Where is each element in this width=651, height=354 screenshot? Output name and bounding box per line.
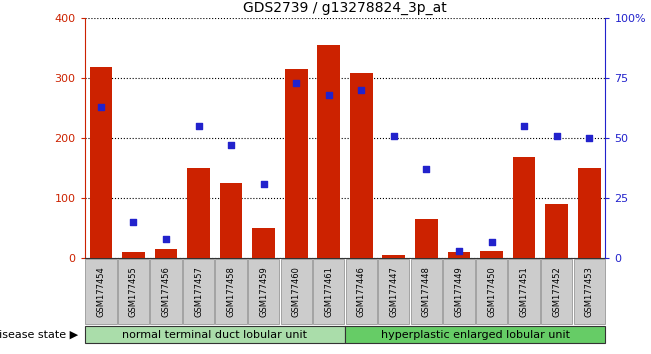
Text: GSM177449: GSM177449 [454, 266, 464, 316]
Bar [578, 168, 600, 258]
Point [324, 92, 334, 98]
Bar [513, 157, 535, 258]
Point [193, 123, 204, 129]
Text: GSM177461: GSM177461 [324, 266, 333, 316]
Text: GSM177450: GSM177450 [487, 266, 496, 316]
Text: disease state ▶: disease state ▶ [0, 330, 78, 339]
Text: GSM177454: GSM177454 [96, 266, 105, 316]
Text: GSM177457: GSM177457 [194, 266, 203, 316]
Text: GSM177453: GSM177453 [585, 266, 594, 316]
Point [486, 239, 497, 244]
Text: GSM177446: GSM177446 [357, 266, 366, 316]
Point [161, 236, 171, 242]
Title: GDS2739 / g13278824_3p_at: GDS2739 / g13278824_3p_at [243, 1, 447, 15]
Bar [155, 249, 177, 258]
Text: normal terminal duct lobular unit: normal terminal duct lobular unit [122, 330, 307, 339]
Bar [480, 251, 503, 258]
Text: GSM177451: GSM177451 [519, 266, 529, 316]
Point [551, 133, 562, 138]
Point [258, 181, 269, 187]
Point [96, 104, 106, 110]
Point [291, 80, 301, 86]
Text: GSM177452: GSM177452 [552, 266, 561, 316]
Point [454, 249, 464, 254]
Bar [350, 73, 373, 258]
Bar [383, 256, 405, 258]
Bar [220, 183, 243, 258]
Bar [122, 252, 145, 258]
Bar [546, 204, 568, 258]
Point [389, 133, 399, 138]
Text: GSM177455: GSM177455 [129, 266, 138, 316]
Bar [415, 219, 438, 258]
Point [356, 87, 367, 93]
Text: GSM177458: GSM177458 [227, 266, 236, 316]
Text: GSM177460: GSM177460 [292, 266, 301, 316]
Text: GSM177448: GSM177448 [422, 266, 431, 316]
Point [226, 142, 236, 148]
Point [421, 166, 432, 172]
Bar [448, 252, 471, 258]
Bar [90, 67, 113, 258]
Text: GSM177447: GSM177447 [389, 266, 398, 316]
Point [519, 123, 529, 129]
Text: hyperplastic enlarged lobular unit: hyperplastic enlarged lobular unit [381, 330, 570, 339]
Bar [285, 69, 308, 258]
Bar [253, 228, 275, 258]
Text: GSM177459: GSM177459 [259, 266, 268, 316]
Point [584, 135, 594, 141]
Bar [187, 168, 210, 258]
Bar [318, 45, 340, 258]
Text: GSM177456: GSM177456 [161, 266, 171, 316]
Point [128, 219, 139, 225]
